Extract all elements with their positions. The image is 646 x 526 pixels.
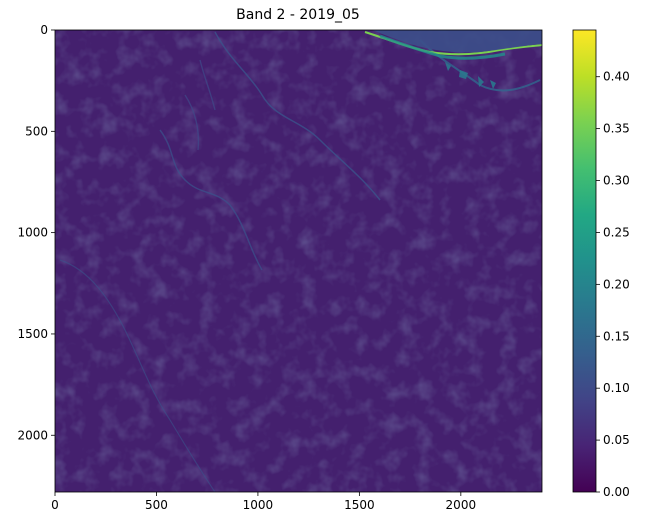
colorbar-tick-label: 0.25 — [603, 225, 630, 239]
coast-teal — [379, 34, 506, 60]
heatmap-texture — [55, 30, 542, 492]
coast-lighter-area — [372, 30, 542, 53]
chart-title: Band 2 - 2019_05 — [236, 7, 360, 23]
river-feature — [59, 259, 216, 492]
river-feature — [214, 31, 381, 201]
x-tick-label: 2000 — [446, 498, 477, 512]
colorbar-tick-label: 0.30 — [603, 174, 630, 188]
colorbar-ticks: 0.00 0.05 0.10 0.15 0.20 0.25 0.30 0.35 0.40 — [596, 70, 630, 499]
colorbar-tick-label: 0.05 — [603, 433, 630, 447]
colorbar-tick-label: 0.35 — [603, 122, 630, 136]
colorbar-tick-label: 0.20 — [603, 277, 630, 291]
river-feature — [159, 129, 263, 271]
x-tick-label: 1500 — [344, 498, 375, 512]
coast-islands — [445, 62, 496, 89]
y-axis: 0 500 1000 1500 2000 — [17, 23, 55, 442]
x-tick-label: 0 — [51, 498, 59, 512]
x-tick-label: 1000 — [243, 498, 274, 512]
x-tick-label: 500 — [145, 498, 168, 512]
colorbar-tick-label: 0.40 — [603, 70, 630, 84]
y-tick-label: 500 — [25, 124, 48, 138]
y-tick-label: 1000 — [17, 226, 48, 240]
x-axis: 0 500 1000 1500 2000 — [51, 492, 476, 512]
river-feature — [184, 59, 216, 151]
plot-frame — [54, 29, 543, 493]
heatmap-image — [55, 30, 542, 492]
y-tick-label: 1500 — [17, 327, 48, 341]
colorbar-tick-label: 0.15 — [603, 329, 630, 343]
colorbar-tick-label: 0.00 — [603, 485, 630, 499]
colorbar — [572, 29, 597, 493]
colorbar-tick-label: 0.10 — [603, 381, 630, 395]
y-tick-label: 0 — [40, 23, 48, 37]
y-tick-label: 2000 — [17, 428, 48, 442]
